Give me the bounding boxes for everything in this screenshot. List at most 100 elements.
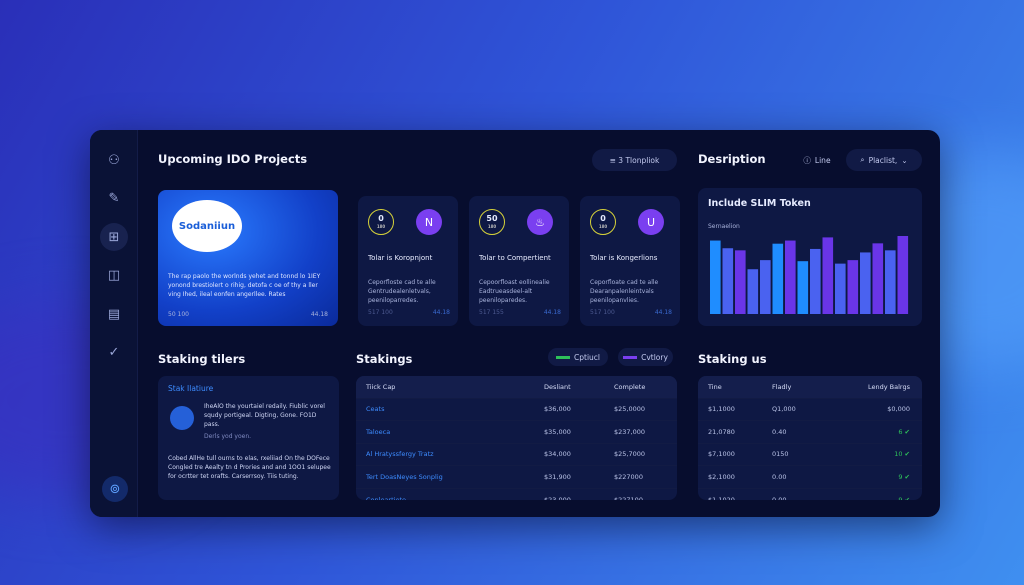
table-cell: Q1,000 [768,397,818,421]
table-cell: 0.00 [768,465,818,488]
table-row[interactable]: Ceats $36,000 $25,0000 [356,397,677,421]
search-select[interactable]: ⌕ Placlist, ⌄ [846,149,922,171]
cell-text: $1,1020 [708,495,735,501]
cell-text: $7,1000 [708,450,735,459]
cell-text: 9 [898,472,903,481]
cell-text: $25,0000 [614,405,646,414]
project-description: Ceporfloate cad te alle Dearanpalenleint… [590,279,659,304]
table-cell: $0,000 [818,397,922,421]
progress-ring: 50 180 [479,209,505,235]
column-header[interactable]: Desliant [536,376,606,398]
legend-label: Cptiucl [574,352,600,362]
search-icon: ⌕ [860,155,865,164]
chart-bar [835,263,846,314]
project-footer-left: 517 155 [479,309,504,316]
table-row[interactable]: Al Hratyssfergy Tratz $34,000 $25,7000 [356,442,677,466]
legend-item[interactable]: Cptiucl [548,348,608,366]
project-card[interactable]: 50 180 ♨ Tolar to Compertient Cepoorfloas… [469,196,569,326]
cell-text: Ceats [366,405,385,414]
table-row[interactable]: $7,1000 0150 10 ✔ [698,442,922,466]
stakings-table: Tiick Cap Desliant Complete Ceats $36,000 $25… [356,376,677,500]
column-header[interactable]: Complete [606,376,677,398]
table-cell: $227000 [606,465,677,488]
legend-swatch [556,355,570,359]
table-row[interactable]: Taloeca $35,000 $237,000 [356,420,677,443]
check-icon: ✔ [904,472,910,481]
chevron-down-icon: ⌄ [901,155,908,165]
document-icon[interactable]: ▤ [107,306,121,322]
project-footer-left: 517 100 [368,309,393,316]
cell-text: Tert DoasNeyes Sonplig [366,472,443,481]
table-row[interactable]: 21,0780 0.40 6 ✔ [698,420,922,443]
chart-bar [797,261,809,314]
info-icon: ⓘ [803,155,811,165]
chart-bar [735,250,746,314]
table-cell: $23,000 [536,487,606,500]
ring-value: 50 [486,214,498,223]
column-header[interactable]: Tine [698,376,768,398]
table-row[interactable]: Tert DoasNeyes Sonplig $31,900 $227000 [356,465,677,488]
cell-text: Al Hratyssfergy Tratz [366,450,434,459]
cell-text: 0.00 [772,495,787,501]
featured-footer-right: 44.18 [310,311,328,318]
project-title: Tolar is Kongerlions [590,254,658,262]
chart-title: Include SLIM Token [708,198,811,209]
table-cell: 9 ✔ [818,465,922,488]
live-toggle[interactable]: ⓘ Line [798,149,836,171]
featured-project-card[interactable]: Sodaniiun The rap paolo the worlnds yehe… [158,190,338,326]
table-row[interactable]: Conleartiete $23,000 $227100 [356,487,677,501]
chart-subtitle: Sernaelion [708,223,740,230]
table-cell: $25,0000 [606,397,677,421]
filter-button[interactable]: ≡ 3 Tlonpliok [592,149,677,171]
project-footer-right: 44.18 [654,309,672,316]
table-row[interactable]: $1,1000 Q1,000 $0,000 [698,397,922,421]
table-row[interactable]: $1,1020 0.00 9 ✔ [698,487,922,501]
table-cell: $25,7000 [606,442,677,466]
table-cell: $2,1000 [698,465,768,488]
wallet-icon[interactable]: ◫ [107,268,121,283]
table-row[interactable]: $2,1000 0.00 9 ✔ [698,465,922,488]
cell-text: 0.40 [772,427,787,436]
chart-bar [747,269,759,314]
legend-item[interactable]: Cvtlory [618,348,673,366]
users-icon[interactable]: ⚇ [108,152,120,168]
cell-text: 10 [894,450,903,459]
live-label: Line [814,155,831,165]
trend-icon[interactable]: ✓ [108,345,120,360]
table-cell: $36,000 [536,397,606,421]
table-cell: Al Hratyssfergy Tratz [356,442,536,466]
cell-text: 9 [898,495,903,501]
settings-icon[interactable]: ⊚ [102,476,128,502]
column-header[interactable]: Tiick Cap [356,376,536,398]
table-cell: 6 ✔ [818,420,922,443]
project-description: Cepoorfloast eollinealie Eadtrueasdeel-a… [479,279,550,304]
cell-text: Q1,000 [772,405,796,414]
stakings-title: Stakings [356,352,413,366]
table-cell: 0.40 [768,420,818,443]
column-header[interactable]: Fladly [768,376,818,398]
chart-bar [810,248,821,314]
tier-body: Cobed AllHe tull ourns to elas, rxeliiad… [168,455,331,480]
cell-text: $227100 [614,495,643,501]
column-header[interactable]: Lendy Balrgs [818,376,922,398]
legend-swatch [623,355,638,359]
table-cell: $1,1020 [698,487,768,501]
chart-bar [772,243,784,314]
edit-icon[interactable]: ✎ [108,191,120,206]
cell-text: $25,7000 [614,450,646,459]
chart-bar [860,252,871,314]
gift-icon[interactable]: ⊞ [100,223,128,251]
tier-note: Derls yod yoen. [204,433,252,440]
ring-value: 0 [378,214,384,223]
table-cell: 10 ✔ [818,442,922,466]
table-cell: $31,900 [536,465,606,488]
staking-tier-link[interactable]: Stak Ilatiure [168,384,214,393]
staking-tiers-card: Stak Ilatiure IheAlO the yourtaiel redai… [158,376,339,500]
chart-bar [785,240,796,314]
cell-text: $36,000 [544,405,571,414]
project-card[interactable]: 0 180 N Tolar is Koropnjont Ceporfloste c… [358,196,458,326]
project-card[interactable]: 0 180 U Tolar is Kongerlions Ceporfloate … [580,196,680,326]
cell-text: $35,000 [544,427,571,436]
table-cell: $237,000 [606,420,677,443]
project-logo-icon: U [638,209,664,235]
